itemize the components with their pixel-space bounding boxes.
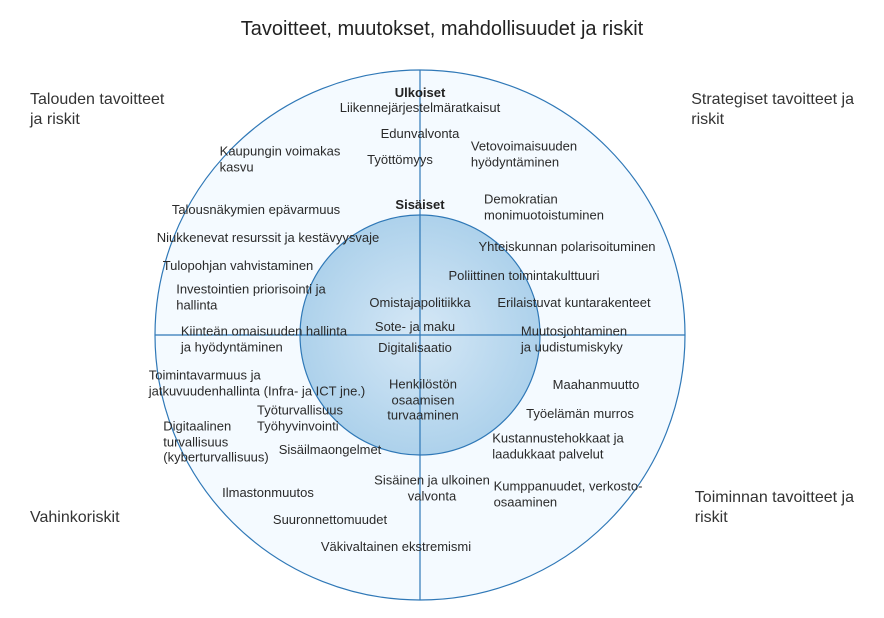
corner-label-bottom-left: Vahinkoriskit [30, 508, 120, 528]
diagram-title: Tavoitteet, muutokset, mahdollisuudet ja… [0, 18, 884, 41]
diagram-item: Maahanmuutto [553, 377, 640, 393]
diagram-item: Talousnäkymien epävarmuus [172, 202, 340, 218]
diagram-item: Omistajapolitiikka [369, 295, 470, 311]
diagram-item: Tulopohjan vahvistaminen [163, 258, 314, 274]
diagram-item: Vetovoimaisuuden hyödyntäminen [471, 138, 577, 169]
diagram-item: Ilmastonmuutos [222, 485, 314, 501]
diagram-stage: Tavoitteet, muutokset, mahdollisuudet ja… [0, 0, 884, 618]
diagram-item: Sisäinen ja ulkoinen valvonta [374, 472, 490, 503]
diagram-item: Toimintavarmuus ja jatkuvuudenhallinta (… [149, 367, 366, 398]
diagram-item: Sisäilmaongelmet [279, 442, 382, 458]
diagram-item: Kiinteän omaisuuden hallinta ja hyödyntä… [181, 323, 347, 354]
diagram-item: Suuronnettomuudet [273, 512, 387, 528]
diagram-item: Muutosjohtaminen ja uudistumiskyky [521, 323, 627, 354]
diagram-item: Työelämän murros [526, 406, 634, 422]
corner-label-top-right: Strategiset tavoitteet ja riskit [691, 90, 854, 130]
diagram-item: Liikennejärjestelmäratkaisut [340, 100, 500, 116]
diagram-item: Työturvallisuus Työhyvinvointi [257, 402, 343, 433]
diagram-item: Kumppanuudet, verkosto- osaaminen [494, 478, 643, 509]
diagram-item: Poliittinen toimintakulttuuri [448, 268, 599, 284]
corner-label-top-left: Talouden tavoitteet ja riskit [30, 90, 164, 130]
diagram-item: Väkivaltainen ekstremismi [321, 539, 471, 555]
diagram-item: Sote- ja maku [375, 319, 455, 335]
diagram-item: Edunvalvonta [381, 126, 460, 142]
diagram-item: Investointien priorisointi ja hallinta [176, 281, 326, 312]
diagram-item: Erilaistuvat kuntarakenteet [497, 295, 650, 311]
diagram-item: Demokratian monimuotoistuminen [484, 191, 604, 222]
corner-label-bottom-right: Toiminnan tavoitteet ja riskit [695, 488, 854, 528]
ring-label-inner: Sisäiset [395, 197, 444, 212]
ring-label-outer: Ulkoiset [395, 85, 446, 100]
diagram-item: Kustannustehokkaat ja laadukkaat palvelu… [492, 430, 624, 461]
diagram-item: Henkilöstön osaamisen turvaaminen [387, 377, 459, 424]
diagram-item: Yhteiskunnan polarisoituminen [478, 239, 655, 255]
diagram-item: Digitalisaatio [378, 340, 452, 356]
diagram-item: Työttömyys [367, 152, 433, 168]
diagram-item: Niukkenevat resurssit ja kestävyysvaje [157, 230, 380, 246]
diagram-item: Digitaalinen turvallisuus (kyberturvalli… [163, 419, 268, 466]
diagram-item: Kaupungin voimakas kasvu [220, 143, 341, 174]
